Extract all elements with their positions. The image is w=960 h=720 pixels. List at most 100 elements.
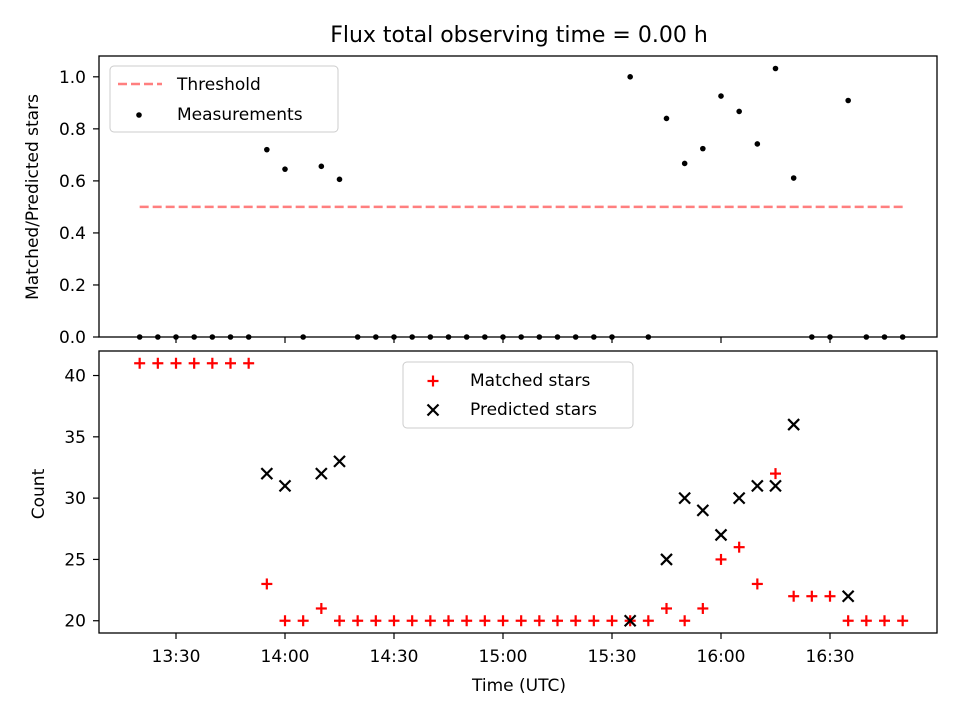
- matched-star-point: [715, 553, 727, 565]
- matched-star-point: [515, 615, 527, 627]
- measurement-point: [790, 175, 797, 181]
- matched-star-point: [188, 357, 200, 369]
- matched-star-point: [860, 615, 872, 627]
- predicted-star-point: [678, 491, 691, 505]
- matched-star-point: [206, 357, 218, 369]
- top-y-tick-label: 0.6: [59, 172, 86, 192]
- matched-star-point: [297, 615, 309, 627]
- top-y-tick-label: 1.0: [59, 68, 86, 88]
- measurement-point: [681, 160, 688, 167]
- measurement-point: [845, 97, 851, 104]
- matched-star-point: [406, 615, 418, 627]
- measurement-point: [700, 145, 706, 152]
- predicted-star-point: [841, 589, 855, 603]
- predicted-star-point: [623, 614, 637, 628]
- measurement-point: [772, 65, 779, 72]
- measurement-point: [627, 74, 633, 80]
- matched-star-point: [806, 590, 818, 602]
- bottom-x-ticks: 13:30 14:00 14:30 15:00 15:30 16:00 16:30: [152, 633, 855, 667]
- predicted-star-point: [260, 467, 274, 480]
- predicted-star-point: [333, 455, 346, 468]
- top-y-tick-label: 0.4: [59, 224, 86, 244]
- predicted-star-point: [660, 553, 673, 566]
- matched-star-point: [697, 602, 709, 614]
- top-y-ticks: 0.0 0.2 0.4 0.6 0.8 1.0: [59, 68, 99, 348]
- matched-star-point: [588, 615, 600, 627]
- top-chart-title: Flux total observing time = 0.00 h: [330, 23, 708, 48]
- top-y-tick-label: 0.2: [59, 276, 86, 296]
- bottom-x-tick-label: 14:00: [261, 647, 310, 667]
- matched-star-point: [497, 615, 509, 627]
- predicted-star-point: [278, 479, 292, 493]
- matched-star-point: [388, 615, 400, 627]
- legend-matched-label: Matched stars: [470, 371, 590, 391]
- matched-star-points: [134, 357, 909, 627]
- matched-star-point: [461, 615, 473, 627]
- bottom-y-tick-label: 25: [64, 550, 86, 570]
- bottom-x-axis-label: Time (UTC): [471, 676, 566, 696]
- bottom-y-ticks: 20 25 30 35 40: [64, 367, 99, 632]
- measurement-point: [282, 166, 288, 172]
- legend-matched-swatch: [427, 375, 439, 387]
- matched-star-point: [261, 578, 273, 590]
- bottom-x-tick-label: 15:00: [479, 647, 528, 667]
- matched-star-point: [443, 615, 454, 627]
- matched-star-point: [824, 590, 836, 602]
- measurement-point: [336, 176, 343, 183]
- legend-measurement-swatch: [136, 112, 142, 118]
- measurement-point: [318, 163, 325, 170]
- matched-star-point: [788, 590, 800, 602]
- matched-star-point: [479, 615, 491, 627]
- measurement-point: [736, 108, 742, 115]
- bottom-y-axis-label: Count: [29, 468, 49, 519]
- matched-star-point: [552, 615, 563, 627]
- legend-predicted-label: Predicted stars: [470, 400, 597, 420]
- bottom-plot-frame: [98, 350, 938, 634]
- matched-star-point: [733, 541, 745, 553]
- matched-star-point: [134, 357, 146, 369]
- bottom-y-tick-label: 30: [64, 489, 86, 509]
- predicted-star-point: [787, 418, 800, 431]
- matched-star-point: [879, 615, 890, 627]
- matched-star-point: [661, 602, 672, 614]
- top-y-tick-label: 0.8: [59, 120, 86, 140]
- top-y-tick-label: 0.0: [59, 328, 86, 348]
- matched-star-point: [243, 357, 255, 369]
- matched-star-point: [152, 357, 164, 369]
- legend-threshold-label: Threshold: [176, 75, 261, 95]
- matched-star-point: [842, 615, 854, 627]
- predicted-star-point: [714, 528, 728, 542]
- bottom-x-tick-label: 13:30: [152, 647, 201, 667]
- predicted-star-point: [315, 467, 328, 480]
- matched-star-point: [352, 615, 364, 627]
- measurement-point: [754, 141, 761, 147]
- predicted-star-points: [260, 418, 855, 628]
- matched-star-point: [770, 468, 781, 480]
- measurement-point: [264, 146, 270, 153]
- bottom-y-tick-label: 40: [64, 367, 86, 387]
- bottom-x-tick-label: 16:30: [806, 647, 855, 667]
- predicted-star-point: [751, 479, 764, 493]
- bottom-x-tick-label: 15:30: [588, 647, 637, 667]
- predicted-star-point: [732, 491, 746, 505]
- bottom-legend-box: [402, 361, 634, 429]
- predicted-star-point: [769, 479, 782, 493]
- legend-matched-marker: [427, 375, 439, 387]
- top-legend: Threshold Measurements: [109, 65, 339, 133]
- legend-measurement-label: Measurements: [177, 105, 303, 125]
- matched-star-point: [533, 615, 545, 627]
- bottom-y-tick-label: 35: [64, 428, 86, 448]
- matched-star-point: [170, 357, 182, 369]
- matched-star-point: [642, 615, 654, 627]
- bottom-x-tick-label: 16:00: [697, 647, 746, 667]
- top-legend-box: [109, 65, 339, 133]
- matched-star-point: [570, 615, 582, 627]
- matched-star-point: [370, 615, 382, 627]
- matched-star-point: [751, 578, 763, 590]
- legend-predicted-swatch: [426, 403, 440, 417]
- matched-star-point: [679, 615, 691, 627]
- matched-star-point: [334, 615, 345, 627]
- matched-star-point: [315, 602, 327, 614]
- matched-star-point: [225, 357, 236, 369]
